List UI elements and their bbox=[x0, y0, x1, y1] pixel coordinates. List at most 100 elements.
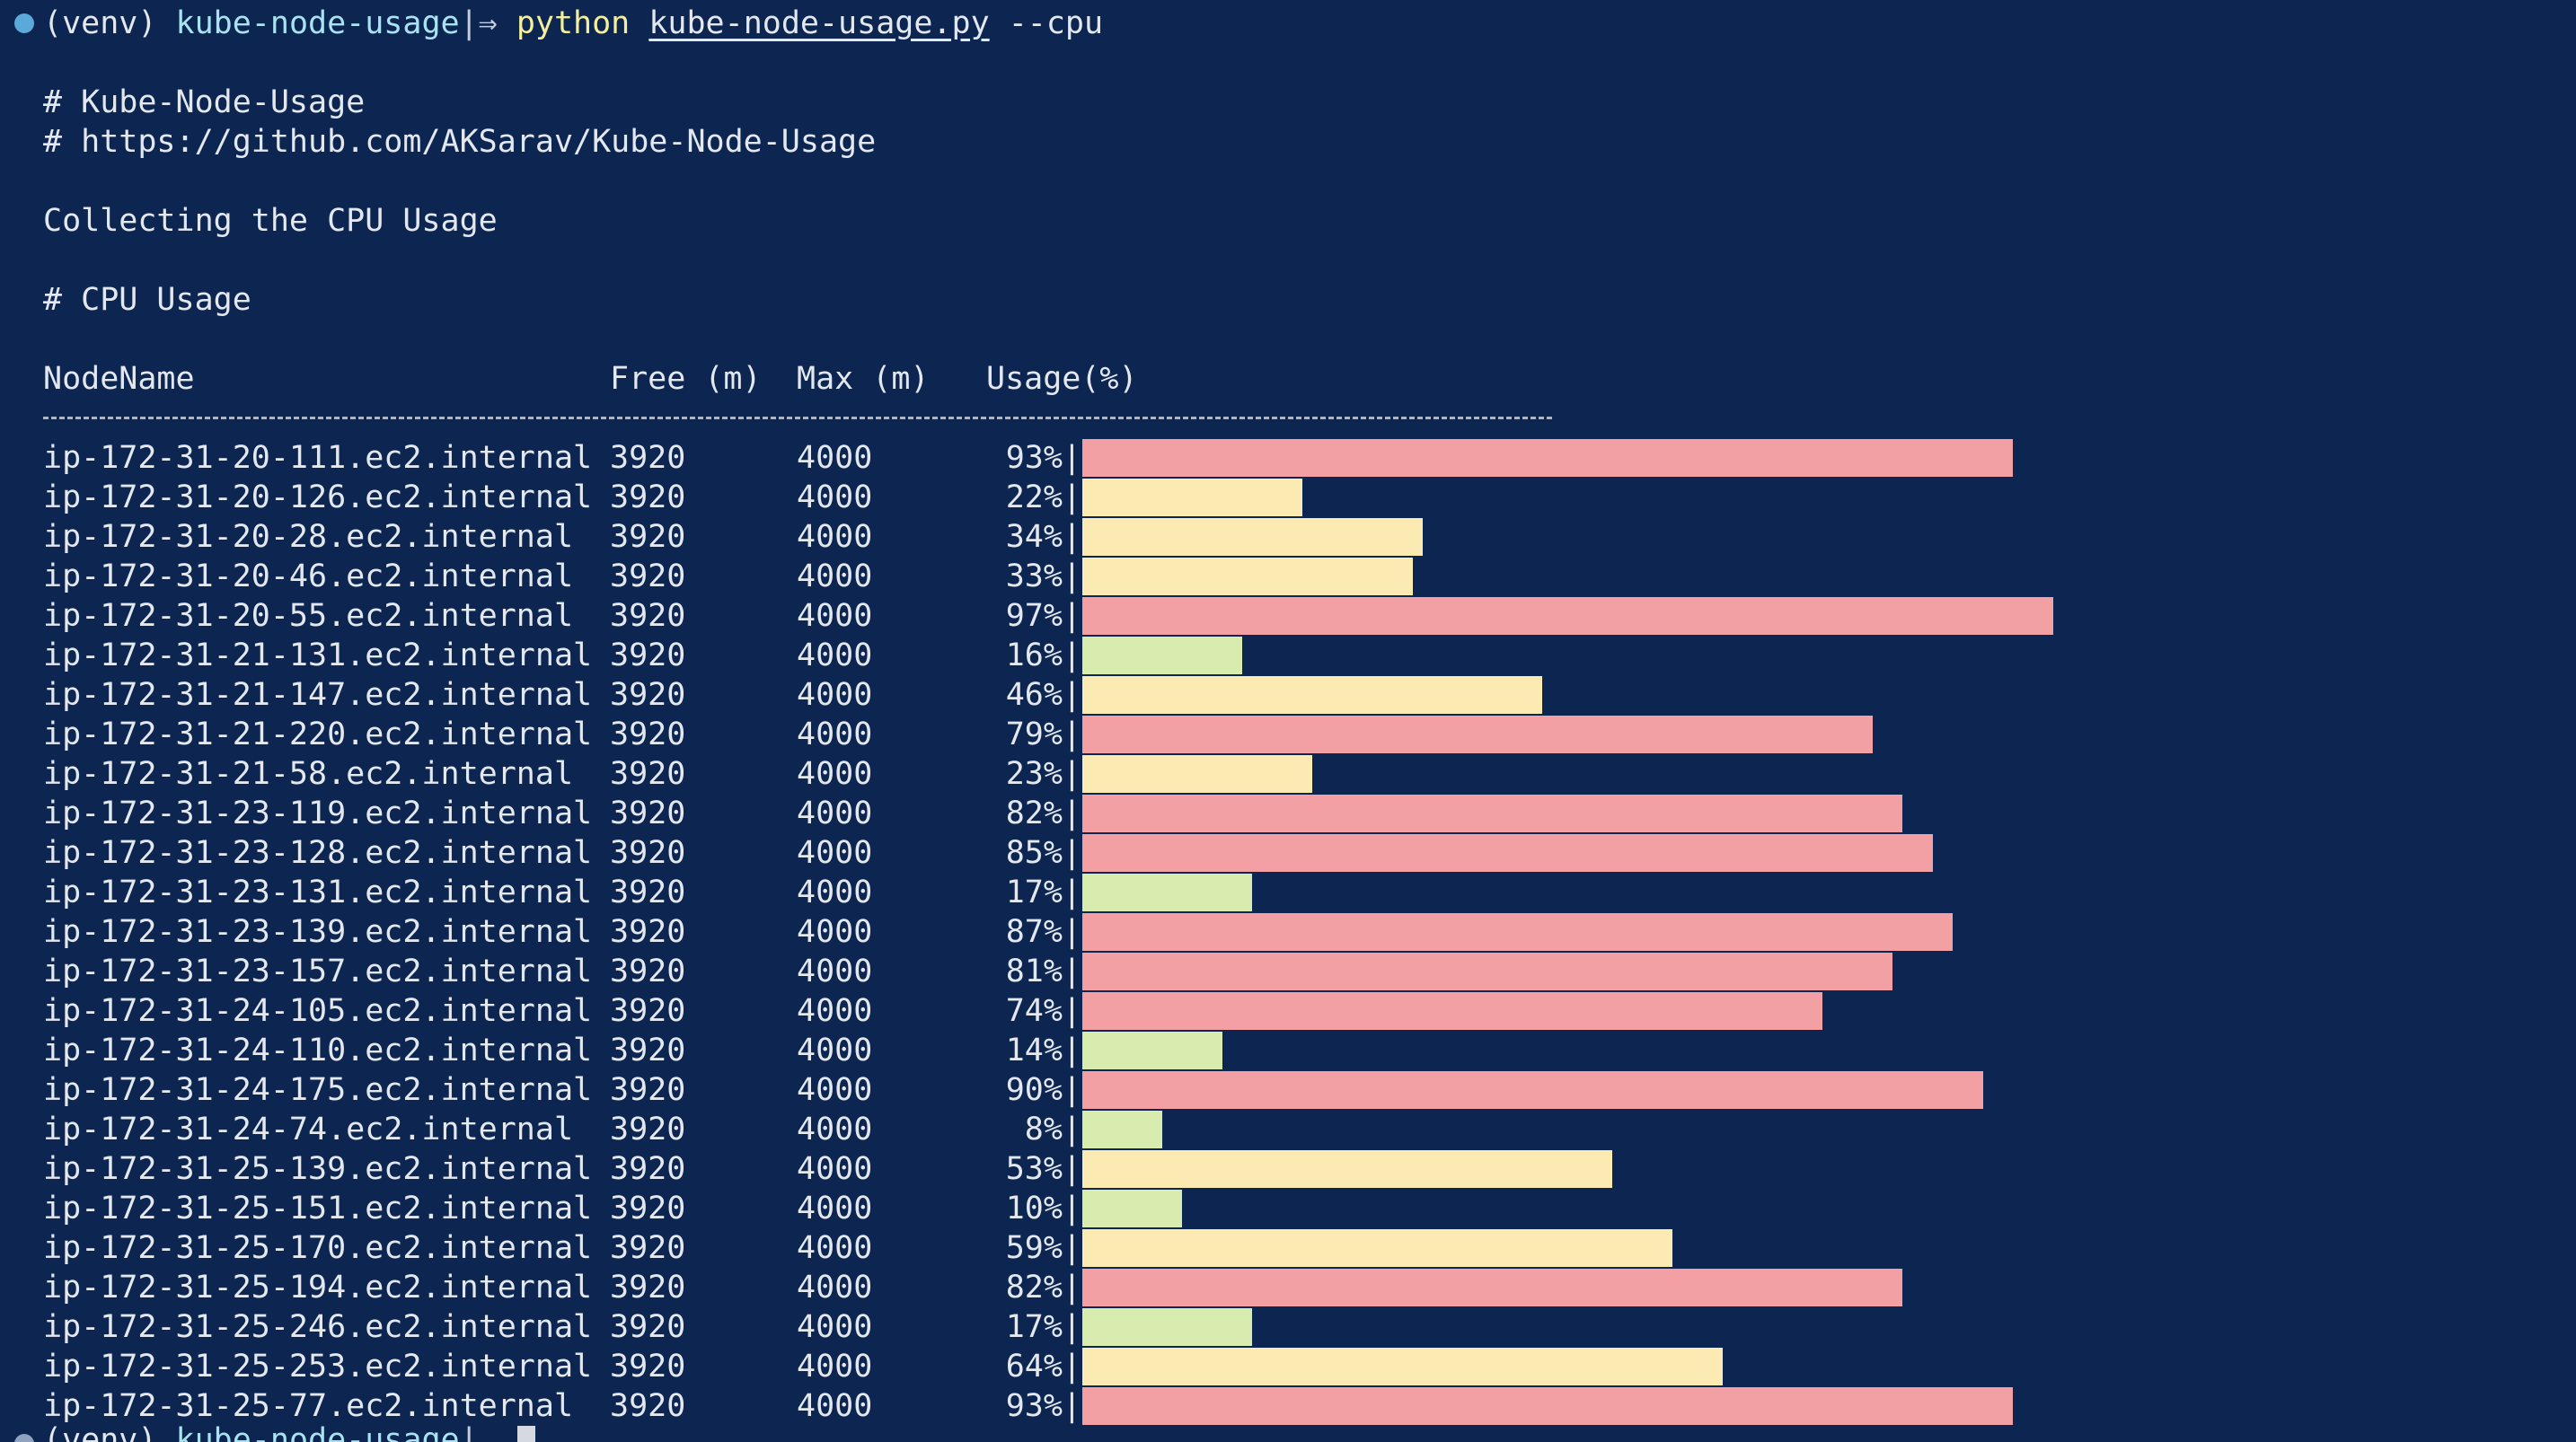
usage-bar bbox=[1082, 1111, 1163, 1148]
row-nodename: ip-172-31-25-151.ec2.internal bbox=[43, 1191, 593, 1227]
usage-bar bbox=[1082, 439, 2014, 477]
usage-bar bbox=[1082, 795, 1903, 832]
usage-bar bbox=[1082, 1269, 1903, 1306]
row-free: 3920 bbox=[610, 1270, 686, 1306]
row-usage-label: 17%| bbox=[1005, 1309, 1081, 1345]
row-free: 3920 bbox=[610, 479, 686, 515]
terminal-cursor[interactable] bbox=[517, 1426, 535, 1442]
row-nodename: ip-172-31-23-157.ec2.internal bbox=[43, 954, 593, 989]
row-usage-label: 23%| bbox=[1005, 756, 1081, 792]
row-max: 4000 bbox=[797, 598, 873, 634]
row-free: 3920 bbox=[610, 1151, 686, 1187]
row-nodename: ip-172-31-24-74.ec2.internal bbox=[43, 1112, 574, 1147]
row-usage-label: 34%| bbox=[1005, 519, 1081, 555]
usage-bar bbox=[1082, 1387, 2014, 1425]
row-free: 3920 bbox=[610, 598, 686, 634]
row-max: 4000 bbox=[797, 1349, 873, 1385]
row-max: 4000 bbox=[797, 1309, 873, 1345]
row-free: 3920 bbox=[610, 1112, 686, 1147]
row-nodename: ip-172-31-25-194.ec2.internal bbox=[43, 1270, 593, 1306]
row-free: 3920 bbox=[610, 717, 686, 752]
command-name: python bbox=[516, 5, 631, 41]
prompt-directory: kube-node-usage bbox=[175, 5, 460, 41]
usage-bar bbox=[1082, 597, 2053, 635]
row-free: 3920 bbox=[610, 756, 686, 792]
row-usage-label: 82%| bbox=[1005, 796, 1081, 831]
row-max: 4000 bbox=[797, 1033, 873, 1068]
row-usage-label: 74%| bbox=[1005, 993, 1081, 1029]
row-nodename: ip-172-31-21-131.ec2.internal bbox=[43, 637, 593, 673]
row-nodename: ip-172-31-20-126.ec2.internal bbox=[43, 479, 593, 515]
row-nodename: ip-172-31-21-147.ec2.internal bbox=[43, 677, 593, 713]
usage-bar bbox=[1082, 1190, 1183, 1227]
row-usage-label: 33%| bbox=[1005, 558, 1081, 594]
row-max: 4000 bbox=[797, 1151, 873, 1187]
row-usage-label: 14%| bbox=[1005, 1033, 1081, 1068]
row-usage-label: 64%| bbox=[1005, 1349, 1081, 1385]
row-free: 3920 bbox=[610, 796, 686, 831]
usage-bar bbox=[1082, 1229, 1673, 1267]
row-usage-label: 90%| bbox=[1005, 1072, 1081, 1108]
row-max: 4000 bbox=[797, 1388, 873, 1424]
usage-bar bbox=[1082, 1032, 1222, 1069]
row-max: 4000 bbox=[797, 756, 873, 792]
row-free: 3920 bbox=[610, 1033, 686, 1068]
header-nodename: NodeName bbox=[43, 361, 195, 397]
row-max: 4000 bbox=[797, 479, 873, 515]
final-prompt-line: (venv) kube-node-usage| bbox=[43, 1420, 479, 1442]
row-nodename: ip-172-31-20-46.ec2.internal bbox=[43, 558, 574, 594]
row-free: 3920 bbox=[610, 1309, 686, 1345]
row-free: 3920 bbox=[610, 519, 686, 555]
usage-bar bbox=[1082, 637, 1243, 674]
row-usage-label: 16%| bbox=[1005, 637, 1081, 673]
usage-bar bbox=[1082, 558, 1413, 595]
row-max: 4000 bbox=[797, 677, 873, 713]
final-prompt-separator: | bbox=[459, 1422, 479, 1442]
row-nodename: ip-172-31-24-110.ec2.internal bbox=[43, 1033, 593, 1068]
usage-bar bbox=[1082, 1308, 1253, 1346]
command-script: kube-node-usage.py bbox=[648, 5, 990, 41]
row-usage-label: 93%| bbox=[1005, 1388, 1081, 1424]
row-free: 3920 bbox=[610, 914, 686, 950]
row-nodename: ip-172-31-25-253.ec2.internal bbox=[43, 1349, 593, 1385]
command-argument: --cpu bbox=[1008, 5, 1104, 41]
header-free: Free (m) bbox=[610, 361, 762, 397]
usage-bar bbox=[1082, 676, 1543, 714]
row-free: 3920 bbox=[610, 875, 686, 910]
row-free: 3920 bbox=[610, 993, 686, 1029]
prompt-status-dot bbox=[14, 13, 34, 33]
usage-bar bbox=[1082, 518, 1423, 556]
row-nodename: ip-172-31-25-139.ec2.internal bbox=[43, 1151, 593, 1187]
final-prompt-status-dot bbox=[14, 1434, 34, 1442]
row-free: 3920 bbox=[610, 1191, 686, 1227]
row-max: 4000 bbox=[797, 717, 873, 752]
prompt-separator: |⇒ bbox=[459, 5, 498, 41]
usage-bar bbox=[1082, 953, 1893, 990]
row-nodename: ip-172-31-20-111.ec2.internal bbox=[43, 440, 593, 476]
row-max: 4000 bbox=[797, 835, 873, 871]
row-usage-label: 97%| bbox=[1005, 598, 1081, 634]
usage-bar bbox=[1082, 913, 1954, 951]
row-max: 4000 bbox=[797, 1191, 873, 1227]
usage-bar bbox=[1082, 1071, 1983, 1109]
row-max: 4000 bbox=[797, 1112, 873, 1147]
row-free: 3920 bbox=[610, 440, 686, 476]
row-free: 3920 bbox=[610, 1230, 686, 1266]
usage-bar bbox=[1082, 834, 1933, 872]
header-divider bbox=[43, 417, 1552, 419]
command-line: (venv) kube-node-usage|⇒ python kube-nod… bbox=[43, 4, 1103, 43]
header-max: Max (m) bbox=[797, 361, 930, 397]
usage-bar bbox=[1082, 479, 1303, 516]
venv-label: (venv) bbox=[43, 5, 157, 41]
row-max: 4000 bbox=[797, 440, 873, 476]
row-usage-label: 10%| bbox=[1005, 1191, 1081, 1227]
row-max: 4000 bbox=[797, 954, 873, 989]
row-max: 4000 bbox=[797, 1072, 873, 1108]
output-section-title: # CPU Usage bbox=[43, 282, 251, 318]
output-comment-url: # https://github.com/AKSarav/Kube-Node-U… bbox=[43, 124, 877, 160]
row-max: 4000 bbox=[797, 914, 873, 950]
usage-bar bbox=[1082, 755, 1313, 793]
row-free: 3920 bbox=[610, 637, 686, 673]
row-nodename: ip-172-31-23-128.ec2.internal bbox=[43, 835, 593, 871]
